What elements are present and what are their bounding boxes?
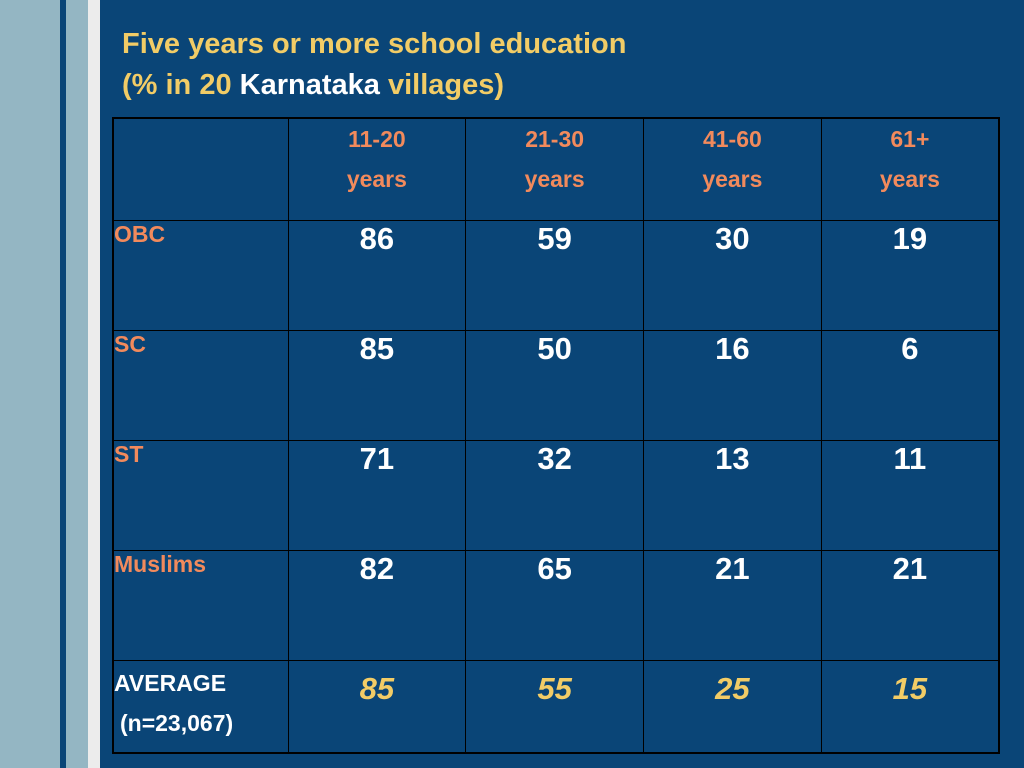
slide-title-line-1: Five years or more school education	[122, 28, 627, 60]
row-label: OBC	[112, 219, 289, 331]
table-cell: 21	[820, 549, 1000, 661]
title-highlight: Karnataka	[239, 69, 380, 101]
table-cell: 21	[643, 549, 822, 661]
table-cell: 13	[643, 439, 822, 551]
table-row-muslims: Muslims 82 65 21 21	[112, 549, 1000, 661]
table-cell: 65	[465, 549, 644, 661]
column-header: 21-30 years	[465, 117, 644, 221]
table-cell: 50	[465, 329, 644, 441]
column-header-range: 61+	[890, 126, 930, 152]
column-header-unit: years	[346, 166, 407, 192]
title-prefix: (% in 20	[122, 69, 240, 101]
average-cell: 25	[643, 659, 822, 754]
column-header: 41-60 years	[643, 117, 822, 221]
table-cell: 11	[820, 439, 1000, 551]
average-row-label: AVERAGE (n=23,067)	[112, 659, 289, 754]
left-decorative-strip-secondary	[66, 0, 88, 768]
table-cell: 32	[465, 439, 644, 551]
column-header-range: 41-60	[702, 126, 762, 152]
left-decorative-strip	[0, 0, 60, 768]
left-decorative-strip-gap	[60, 0, 66, 768]
table-cell: 71	[287, 439, 467, 551]
left-decorative-strip-white	[88, 0, 100, 768]
row-label: ST	[112, 439, 289, 551]
column-header: 11-20 years	[287, 117, 467, 221]
table-cell: 82	[287, 549, 467, 661]
slide-title: Five years or more school education (% i…	[122, 24, 626, 106]
column-header-unit: years	[879, 166, 940, 192]
header-row: 11-20 years 21-30 years 41-60 years 61+ …	[112, 117, 1000, 221]
row-label: Muslims	[112, 549, 289, 661]
table-row-average: AVERAGE (n=23,067) 85 55 25 15	[112, 659, 1000, 754]
row-label: SC	[112, 329, 289, 441]
table-row-obc: OBC 86 59 30 19	[112, 219, 1000, 331]
column-header-unit: years	[702, 166, 763, 192]
table-cell: 59	[465, 219, 644, 331]
average-sample-size: (n=23,067)	[120, 709, 234, 736]
slide-title-line-2: (% in 20 Karnataka villages)	[122, 65, 626, 106]
table-cell: 86	[287, 219, 467, 331]
table-cell: 85	[287, 329, 467, 441]
column-header: 61+ years	[820, 117, 1000, 221]
average-cell: 85	[287, 659, 467, 754]
average-label: AVERAGE	[114, 669, 227, 696]
column-header-range: 21-30	[525, 126, 585, 152]
average-cell: 15	[820, 659, 1000, 754]
table-row-st: ST 71 32 13 11	[112, 439, 1000, 551]
title-suffix: villages)	[379, 69, 505, 101]
education-table: 11-20 years 21-30 years 41-60 years 61+ …	[112, 117, 1000, 754]
average-cell: 55	[465, 659, 644, 754]
table-cell: 30	[643, 219, 822, 331]
table-row-sc: SC 85 50 16 6	[112, 329, 1000, 441]
table-cell: 6	[820, 329, 1000, 441]
column-header-unit: years	[524, 166, 585, 192]
table-cell: 19	[820, 219, 1000, 331]
table-cell: 16	[643, 329, 822, 441]
corner-cell	[112, 117, 289, 221]
column-header-range: 11-20	[348, 126, 406, 152]
